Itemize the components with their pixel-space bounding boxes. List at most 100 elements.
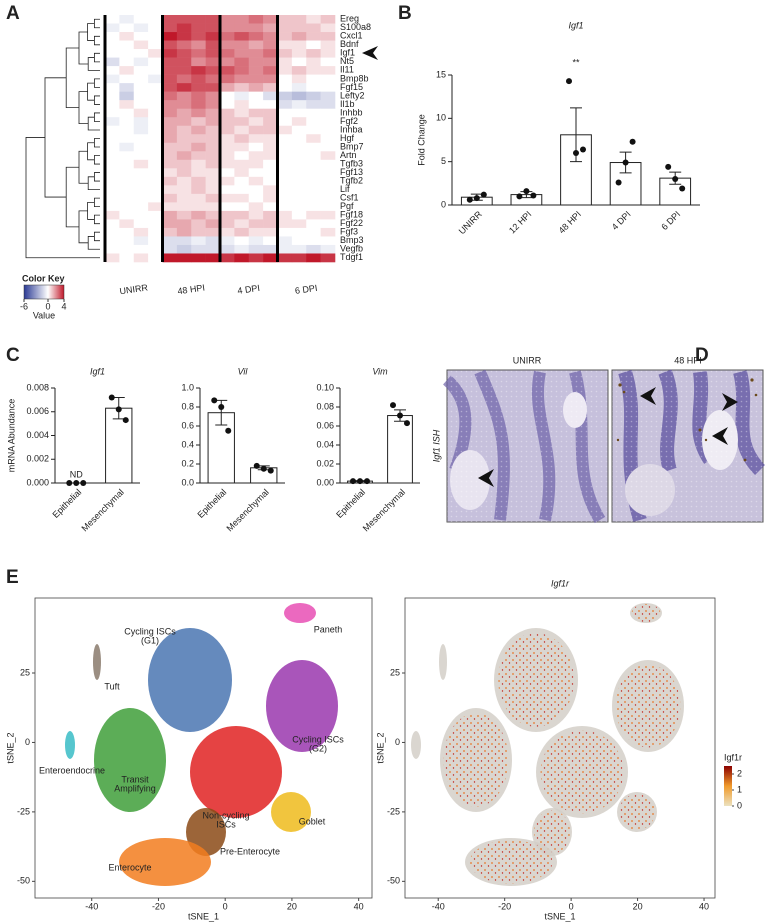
heat-cell — [320, 253, 336, 263]
heat-cell — [162, 185, 178, 195]
heat-cell — [277, 168, 293, 178]
heat-cell — [191, 185, 206, 195]
heat-cell — [205, 142, 221, 152]
heat-cell — [119, 219, 135, 229]
cluster-label: Goblet — [299, 816, 326, 826]
heat-cell — [105, 202, 120, 212]
heat-cell — [248, 193, 264, 203]
heat-cell — [291, 134, 307, 144]
heat-cell — [191, 253, 206, 263]
heat-cell — [248, 185, 264, 195]
x-tick-label: 0 — [223, 901, 228, 911]
heat-cell — [291, 91, 307, 101]
panel-letter: D — [695, 345, 709, 366]
row-label: Tgfb3 — [340, 158, 363, 168]
heat-cell — [234, 23, 250, 33]
heat-cell — [148, 125, 163, 135]
heat-cell — [306, 202, 321, 212]
heat-cell — [306, 32, 321, 41]
cluster-label: Transit — [121, 774, 149, 784]
heat-cell — [119, 117, 135, 127]
heat-cell — [263, 108, 278, 118]
heat-cell — [263, 227, 278, 237]
y-tick-label: 1.0 — [181, 382, 194, 392]
data-point — [357, 478, 363, 485]
heat-cell — [248, 236, 264, 246]
heat-cell — [220, 219, 235, 229]
dendrogram — [25, 18, 100, 259]
heat-cell — [263, 193, 278, 203]
chart-title: Igf1r — [551, 578, 570, 588]
cluster-label: (G1) — [141, 635, 159, 645]
row-label: Lefty2 — [340, 90, 365, 100]
heat-cell — [162, 134, 178, 144]
heat-cell — [205, 253, 221, 263]
heat-cell — [162, 151, 178, 161]
heat-cell — [105, 49, 120, 58]
x-tick-label: 12 HPI — [507, 209, 534, 236]
heat-cell — [133, 32, 149, 41]
heat-cell — [148, 193, 163, 203]
heat-cell — [105, 134, 120, 144]
heat-cell — [133, 159, 149, 169]
heat-cell — [119, 176, 135, 186]
data-point — [211, 397, 218, 404]
heat-cell — [320, 134, 336, 144]
heat-cell — [306, 168, 321, 178]
heat-cell — [291, 57, 307, 67]
heat-cell — [234, 210, 250, 220]
row-label: Ereg — [340, 14, 359, 24]
heat-cell — [291, 32, 307, 41]
heat-cell — [176, 100, 192, 109]
heat-cell — [263, 168, 278, 178]
heat-cell — [306, 253, 321, 263]
heat-cell — [176, 23, 192, 33]
heat-cell — [133, 253, 149, 263]
heat-cell — [220, 202, 235, 212]
heat-cell — [176, 185, 192, 195]
heat-cell — [205, 236, 221, 246]
heat-cell — [277, 219, 293, 229]
heat-cell — [234, 253, 250, 263]
heat-cell — [205, 66, 221, 75]
heat-cell — [133, 176, 149, 186]
heat-cell — [119, 202, 135, 212]
heat-cell — [119, 227, 135, 237]
heat-cell — [162, 108, 178, 118]
heat-cell — [291, 185, 307, 195]
heat-cell — [119, 49, 135, 58]
cell-cloud — [119, 838, 211, 886]
heat-cell — [176, 66, 192, 75]
heat-cell — [176, 32, 192, 41]
heat-cell — [220, 117, 235, 127]
panel-letter: A — [6, 3, 20, 24]
heat-cell — [133, 49, 149, 58]
heat-cell — [220, 125, 235, 135]
x-tick-label: UNIRR — [457, 209, 485, 237]
heat-cell — [248, 142, 264, 152]
heat-cell — [148, 210, 163, 220]
heat-cell — [148, 142, 163, 152]
row-label: Pgf — [340, 201, 354, 211]
heat-cell — [176, 210, 192, 220]
heat-cell — [191, 151, 206, 161]
cluster-label: Non-cycling — [202, 810, 249, 820]
heat-cell — [133, 219, 149, 229]
data-point — [516, 193, 523, 200]
heat-cell — [306, 117, 321, 127]
heat-cell — [320, 100, 336, 109]
heat-cell — [162, 83, 178, 92]
heat-cell — [234, 185, 250, 195]
heat-cell — [234, 236, 250, 246]
data-point — [390, 402, 396, 409]
heat-cell — [162, 91, 178, 101]
heat-cell — [306, 83, 321, 92]
heat-cell — [148, 15, 163, 24]
heat-cell — [220, 49, 235, 58]
data-point — [260, 465, 267, 472]
heat-cell — [148, 83, 163, 92]
heat-cell — [191, 168, 206, 178]
heat-cell — [248, 32, 264, 41]
data-point — [622, 159, 629, 166]
heat-cell — [205, 40, 221, 50]
